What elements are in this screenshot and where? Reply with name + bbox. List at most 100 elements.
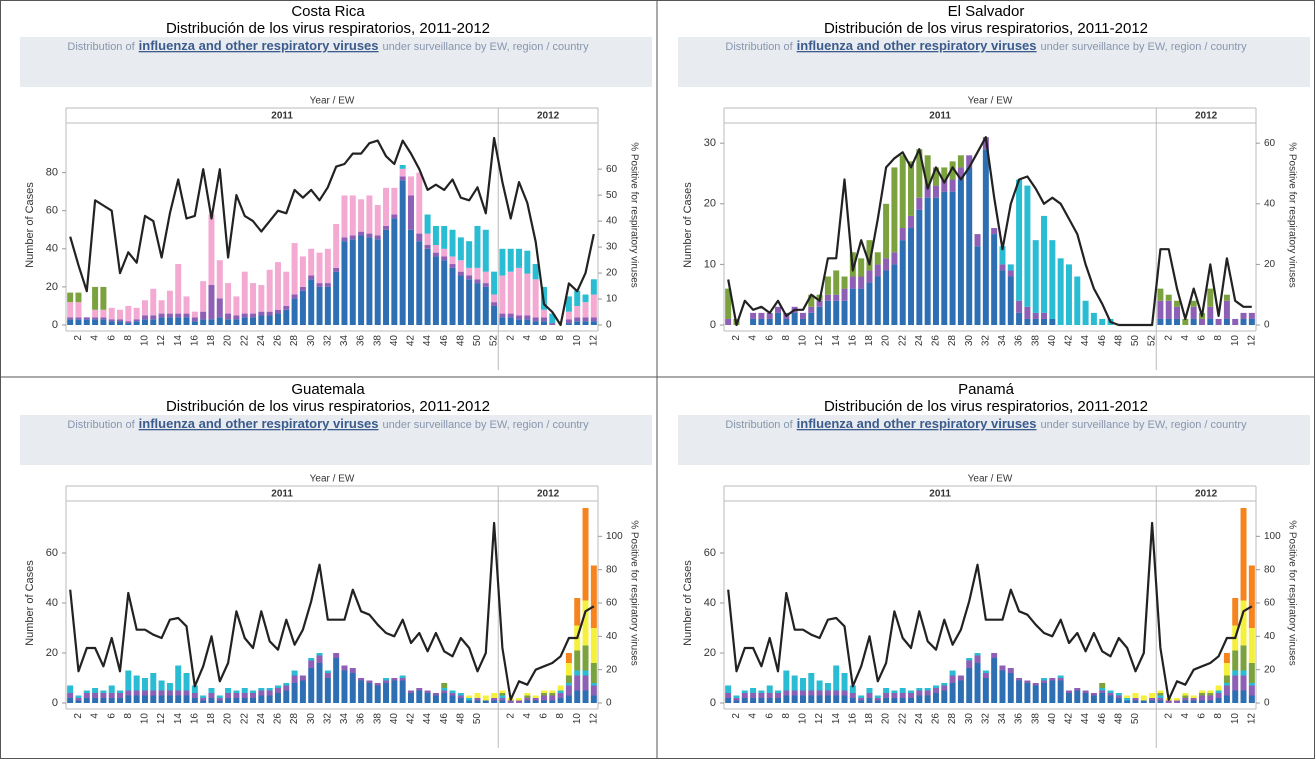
x-tick-label: 50 <box>472 713 483 725</box>
bar-segment <box>399 168 406 177</box>
bar-segment <box>1190 695 1197 698</box>
bar-segment <box>1115 698 1122 703</box>
y-tick-label: 20 <box>704 198 716 210</box>
chart-subtitle: Distribución de los virus respiratorios,… <box>166 20 490 37</box>
bar-segment <box>1007 673 1014 703</box>
bar-segment <box>1057 258 1064 325</box>
bar-segment <box>1041 215 1048 313</box>
bar-segment <box>1032 685 1039 703</box>
bar-segment <box>1124 695 1131 698</box>
banner-link[interactable]: influenza and other respiratory viruses <box>139 416 379 431</box>
bar-segment <box>1016 179 1023 301</box>
year-label: 2012 <box>537 489 560 500</box>
bar-segment <box>416 233 423 242</box>
bar-segment <box>1198 690 1205 693</box>
bar-segment <box>758 318 765 325</box>
bar-segment <box>316 655 323 663</box>
bar-segment <box>482 283 489 287</box>
x-tick-label: 40 <box>1047 335 1058 347</box>
bar-segment <box>974 246 981 325</box>
bar-segment <box>1223 675 1230 683</box>
bar-segment <box>1165 294 1172 301</box>
bar-segment <box>932 185 939 198</box>
bar-segment <box>766 685 773 693</box>
banner-text: Distribution of influenza and other respi… <box>725 38 1247 53</box>
x-tick-label: 38 <box>1030 335 1041 347</box>
bar-segment <box>916 695 923 703</box>
bar-segment <box>75 700 82 703</box>
bar-segment <box>241 271 248 314</box>
bar-segment <box>449 693 456 696</box>
bar-segment <box>1090 695 1097 703</box>
bar-segment <box>241 698 248 703</box>
x-tick-label: 2 <box>1163 713 1174 719</box>
bar-segment <box>540 317 547 322</box>
banner-link[interactable]: influenza and other respiratory viruses <box>139 38 379 53</box>
bar-segment <box>250 693 257 698</box>
y-axis-title: Number of Cases <box>24 560 36 646</box>
bar-segment <box>991 658 998 703</box>
banner-link[interactable]: influenza and other respiratory viruses <box>797 38 1037 53</box>
bar-segment <box>333 267 340 272</box>
bar-segment <box>799 690 806 696</box>
bar-segment <box>966 155 973 168</box>
bar-segment <box>516 267 523 316</box>
x-tick-label: 14 <box>173 335 184 347</box>
bar-segment <box>957 179 964 325</box>
bar-segment <box>258 285 265 312</box>
x-tick-label: 34 <box>997 713 1008 725</box>
bar-segment <box>266 690 273 696</box>
bar-segment <box>349 239 356 325</box>
bar-segment <box>291 243 298 295</box>
bar-segment <box>324 283 331 287</box>
bar-segment <box>83 698 90 703</box>
bar-segment <box>891 690 898 693</box>
bar-segment <box>150 319 157 325</box>
y-tick-label: 20 <box>704 647 716 659</box>
bar-segment <box>565 296 572 312</box>
bar-segment <box>166 317 173 325</box>
bar-segment <box>1182 318 1189 325</box>
bar-segment <box>816 695 823 703</box>
banner-text: Distribution of influenza and other respi… <box>67 416 589 431</box>
bar-segment <box>766 312 773 319</box>
bar-segment <box>574 290 581 306</box>
bar-segment <box>507 313 514 318</box>
bar-segment <box>1165 300 1172 319</box>
x-tick-label: 2 <box>505 335 516 341</box>
bar-segment <box>499 693 506 696</box>
x-tick-label: 6 <box>106 335 117 341</box>
x-tick-label: 14 <box>831 335 842 347</box>
x-tick-label: 4 <box>522 713 533 719</box>
bar-segment <box>1099 690 1106 693</box>
x-tick-label: 4 <box>90 713 101 719</box>
bar-segment <box>1082 693 1089 703</box>
bar-segment <box>358 231 365 236</box>
bar-segment <box>507 317 514 325</box>
bar-segment <box>1016 680 1023 703</box>
year-label: 2012 <box>537 111 560 122</box>
banner-link[interactable]: influenza and other respiratory viruses <box>797 416 1037 431</box>
bar-segment <box>1190 318 1197 325</box>
bar-segment <box>775 312 782 325</box>
bar-segment <box>1207 306 1214 319</box>
y2-tick-label: 60 <box>1264 598 1276 609</box>
bar-segment <box>532 264 539 280</box>
bar-segment <box>1074 690 1081 703</box>
x-tick-label: 40 <box>389 335 400 347</box>
banner <box>20 415 652 465</box>
x-tick-label: 36 <box>356 335 367 347</box>
bar-segment <box>1107 693 1114 696</box>
bar-segment <box>349 673 356 703</box>
bar-segment <box>557 693 564 698</box>
bar-segment <box>1240 645 1247 671</box>
bar-segment <box>1207 700 1214 703</box>
bar-segment <box>399 680 406 703</box>
bar-segment <box>424 233 431 245</box>
bar-segment <box>1065 693 1072 703</box>
bar-segment <box>491 693 498 698</box>
bar-segment <box>1132 700 1139 703</box>
x-tick-label: 34 <box>339 335 350 347</box>
bar-segment <box>766 318 773 325</box>
y-tick-label: 40 <box>46 597 58 609</box>
